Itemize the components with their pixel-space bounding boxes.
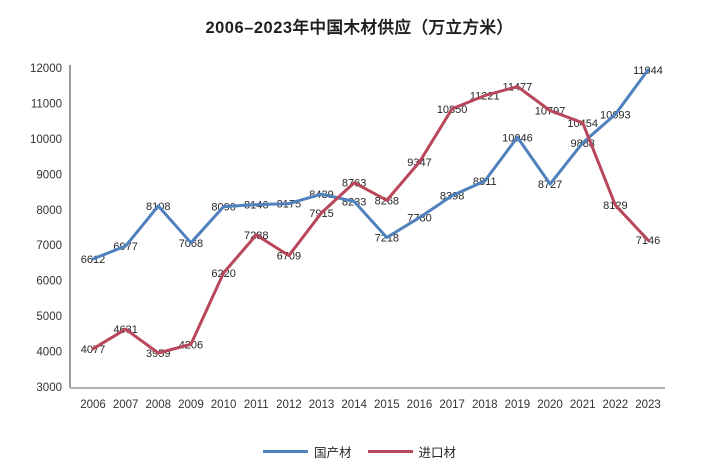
chart-title: 2006–2023年中国木材供应（万立方米） xyxy=(205,19,514,37)
x-axis-tick-label: 2020 xyxy=(537,399,563,411)
y-axis-tick-label: 5000 xyxy=(36,311,62,323)
legend-label-domestic: 国产材 xyxy=(313,446,352,460)
x-axis-tick-label: 2011 xyxy=(244,399,269,411)
y-axis-tick-label: 9000 xyxy=(36,169,62,181)
x-axis-tick-label: 2019 xyxy=(505,399,531,411)
y-axis-tick-label: 6000 xyxy=(36,276,62,288)
y-axis-tick-label: 3000 xyxy=(36,382,62,394)
legend-item-imported: 进口材 xyxy=(367,442,457,461)
y-axis-tick-label: 8000 xyxy=(36,205,62,217)
y-axis-tick-label: 10000 xyxy=(30,134,62,146)
x-axis-tick-label: 2016 xyxy=(407,399,433,411)
legend-item-domestic: 国产材 xyxy=(262,442,352,461)
x-axis-tick-label: 2014 xyxy=(341,399,367,411)
x-axis-tick-label: 2006 xyxy=(80,399,106,411)
legend-swatch-imported xyxy=(367,450,413,453)
x-axis-tick-label: 2010 xyxy=(211,399,237,411)
x-axis-tick-label: 2017 xyxy=(439,399,465,411)
x-axis-tick-label: 2018 xyxy=(472,399,498,411)
y-axis-tick-label: 4000 xyxy=(36,347,62,359)
x-axis-tick-label: 2008 xyxy=(145,399,171,411)
x-axis-tick-label: 2022 xyxy=(603,399,629,411)
legend-swatch-domestic xyxy=(262,450,308,453)
x-axis-tick-label: 2023 xyxy=(635,399,661,411)
x-axis-tick-label: 2021 xyxy=(570,399,596,411)
x-axis-tick-label: 2013 xyxy=(309,399,335,411)
x-axis-tick-label: 2012 xyxy=(276,399,302,411)
legend-label-imported: 进口材 xyxy=(418,446,457,460)
x-axis-tick-label: 2007 xyxy=(113,399,139,411)
y-axis-tick-label: 12000 xyxy=(30,63,62,75)
imported-series-line xyxy=(91,85,650,355)
x-axis-tick-label: 2009 xyxy=(178,399,204,411)
domestic-series-line xyxy=(91,68,650,261)
y-axis-tick-label: 11000 xyxy=(31,98,62,110)
x-axis-tick-label: 2015 xyxy=(374,399,400,411)
y-axis-tick-label: 7000 xyxy=(36,240,62,252)
chart-legend: 国产材 进口材 xyxy=(0,442,719,461)
